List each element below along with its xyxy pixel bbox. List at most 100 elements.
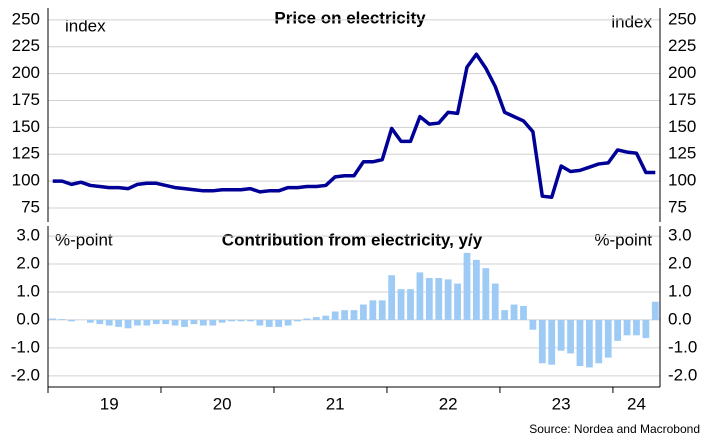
bar: [416, 272, 424, 320]
bar: [623, 319, 631, 336]
bar: [284, 319, 292, 326]
bar: [275, 319, 283, 327]
y-tick-label: 0.0: [668, 309, 692, 328]
bar: [312, 317, 320, 320]
bar: [651, 301, 659, 320]
y-tick-label: 250: [12, 9, 40, 28]
y-tick-label: 3.0: [16, 226, 40, 245]
bar: [604, 319, 612, 358]
bar: [209, 319, 217, 326]
bar: [322, 315, 330, 320]
bar: [134, 319, 141, 326]
bar: [68, 319, 75, 322]
bar: [162, 319, 170, 325]
y-tick-label: 200: [668, 63, 696, 82]
y-tick-label: 75: [668, 198, 687, 217]
bar: [143, 319, 151, 326]
x-tick-label: 22: [439, 394, 458, 413]
bar: [181, 319, 188, 327]
y-tick-label: 125: [12, 144, 40, 163]
y-axis-label: %-point: [55, 230, 113, 249]
y-tick-label: 200: [12, 63, 40, 82]
bar: [482, 268, 490, 320]
bar: [388, 275, 396, 320]
y-tick-label: 1.0: [668, 281, 692, 300]
chart-title: Price on electricity: [274, 8, 426, 27]
y-tick-label: 175: [668, 90, 696, 109]
bar: [510, 304, 518, 320]
bar: [228, 319, 235, 322]
bar: [96, 319, 104, 325]
bar: [538, 319, 546, 364]
bar: [256, 319, 264, 326]
y-tick-label: 2.0: [16, 253, 40, 272]
bar: [642, 319, 650, 339]
bar: [576, 319, 584, 367]
x-tick-label: 20: [213, 394, 232, 413]
x-tick-label: 21: [326, 394, 345, 413]
source-note: Source: Nordea and Macrobond: [529, 422, 700, 436]
y-axis-label: index: [611, 12, 652, 31]
bar: [397, 289, 405, 320]
y-tick-label: 125: [668, 144, 696, 163]
bar: [407, 289, 414, 320]
bar: [425, 277, 433, 320]
y-tick-label: -1.0: [11, 337, 40, 356]
y-tick-label: 0.0: [16, 309, 40, 328]
y-axis-label: %-point: [594, 230, 652, 249]
y-tick-label: 3.0: [668, 226, 692, 245]
y-tick-label: -1.0: [668, 337, 697, 356]
bar: [585, 319, 593, 368]
bar: [444, 279, 452, 320]
bar: [614, 319, 622, 341]
bar: [294, 319, 301, 322]
y-tick-label: 250: [668, 9, 696, 28]
bar: [567, 319, 574, 354]
bar: [171, 319, 179, 326]
y-axis-label: index: [65, 16, 106, 35]
bar: [501, 310, 509, 320]
bar: [218, 319, 226, 323]
x-tick-label: 19: [100, 394, 119, 413]
bar: [49, 318, 57, 320]
bar: [360, 304, 367, 320]
y-tick-label: 225: [12, 36, 40, 55]
bar: [595, 319, 603, 364]
bar: [473, 259, 480, 320]
bar: [237, 319, 245, 322]
x-tick-label: 23: [552, 394, 571, 413]
y-tick-label: -2.0: [11, 365, 40, 384]
y-tick-label: 150: [668, 117, 696, 136]
bar: [341, 310, 348, 320]
y-tick-label: 225: [668, 36, 696, 55]
price-line: [52, 52, 656, 200]
y-tick-label: 2.0: [668, 253, 692, 272]
y-tick-label: 150: [12, 117, 40, 136]
bar: [435, 277, 443, 320]
y-tick-label: 1.0: [16, 281, 40, 300]
bar: [557, 319, 565, 351]
y-tick-label: -2.0: [668, 365, 697, 384]
bar: [199, 319, 207, 326]
bar: [378, 300, 386, 320]
bar: [105, 319, 113, 326]
bar: [265, 319, 273, 327]
bar: [454, 283, 461, 320]
y-tick-label: 175: [12, 90, 40, 109]
chart-title: Contribution from electricity, y/y: [222, 230, 483, 249]
bar: [491, 283, 499, 320]
x-tick-label: 24: [627, 394, 646, 413]
bar: [331, 311, 339, 320]
bar: [529, 319, 537, 330]
bar: [633, 319, 640, 336]
bar: [548, 319, 556, 365]
bar: [152, 319, 160, 325]
bar: [247, 319, 254, 322]
y-tick-label: 100: [12, 171, 40, 190]
y-tick-label: 75: [21, 198, 40, 217]
bar: [115, 319, 123, 327]
bar: [86, 319, 94, 323]
bar: [303, 318, 311, 320]
bar: [350, 310, 358, 320]
